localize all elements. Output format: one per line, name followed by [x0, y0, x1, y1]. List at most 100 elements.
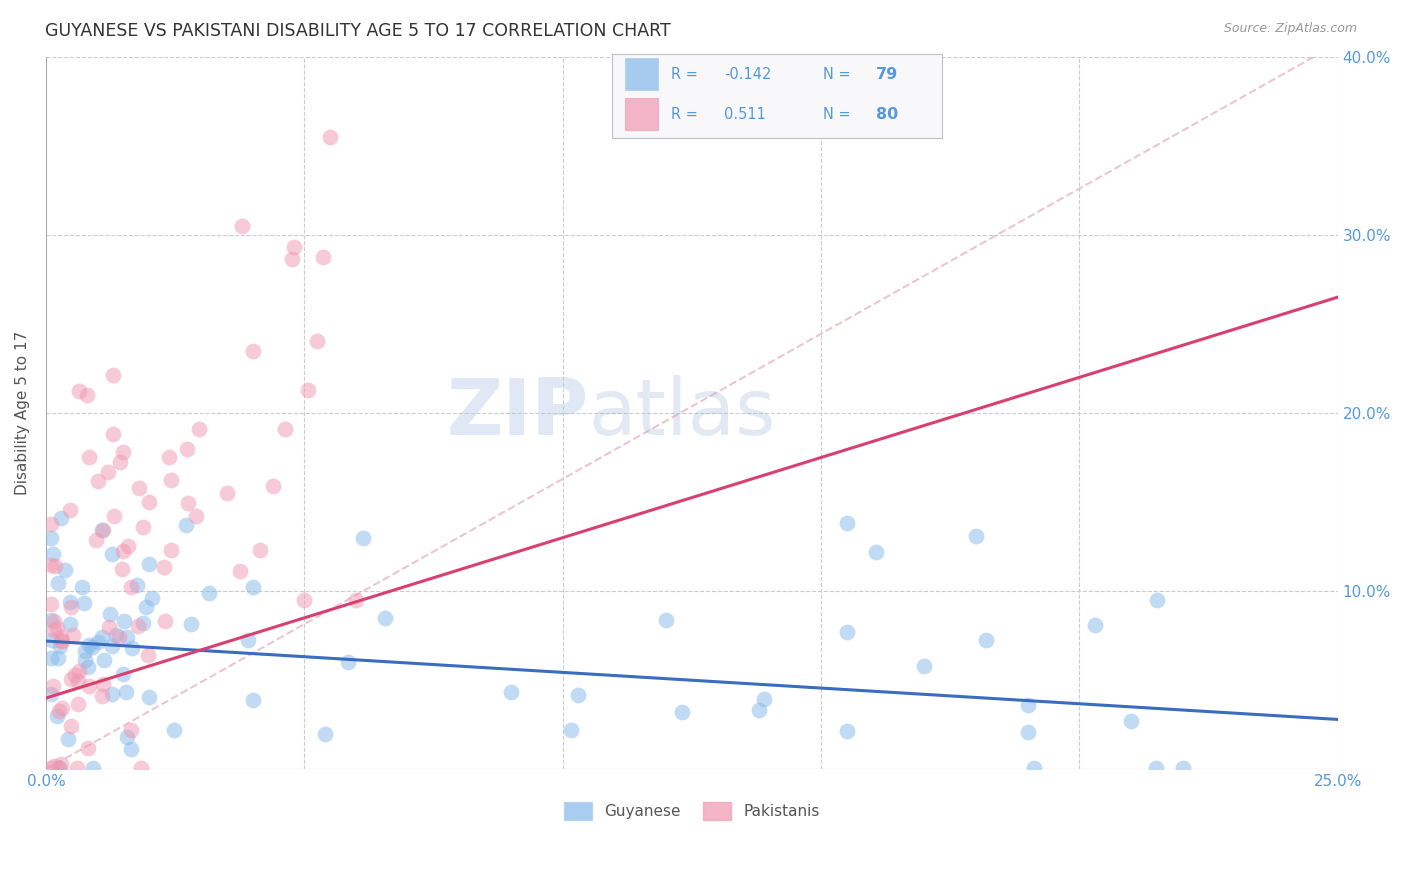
- Point: [91, 631, 114, 645]
- Point: [198, 586, 221, 600]
- Point: [66, 760, 89, 774]
- Point: [187, 422, 209, 436]
- Point: [51, 700, 73, 714]
- Text: -0.142: -0.142: [724, 67, 772, 82]
- Point: [56, 732, 79, 747]
- Point: [125, 578, 148, 592]
- Text: Source: ZipAtlas.com: Source: ZipAtlas.com: [1223, 22, 1357, 36]
- Point: [65, 668, 87, 682]
- Point: [76, 740, 98, 755]
- Point: [48, 704, 70, 718]
- Point: [1119, 714, 1142, 728]
- Point: [44, 623, 66, 637]
- Point: [135, 600, 157, 615]
- Point: [111, 544, 134, 558]
- Point: [49, 639, 72, 653]
- Point: [39, 558, 62, 573]
- Point: [835, 723, 858, 738]
- Point: [46, 576, 69, 591]
- Point: [176, 496, 198, 510]
- Point: [39, 687, 62, 701]
- Point: [114, 685, 136, 699]
- Point: [108, 455, 131, 469]
- Point: [41, 632, 63, 647]
- Point: [337, 656, 360, 670]
- Point: [90, 690, 112, 704]
- Point: [281, 252, 304, 266]
- Point: [136, 648, 159, 662]
- Point: [174, 518, 197, 533]
- Point: [39, 613, 62, 627]
- Point: [66, 698, 89, 712]
- Point: [965, 529, 987, 543]
- Point: [352, 532, 374, 546]
- Point: [70, 580, 93, 594]
- Point: [101, 368, 124, 382]
- Point: [176, 442, 198, 456]
- Point: [120, 580, 142, 594]
- Point: [560, 723, 582, 737]
- Point: [138, 557, 160, 571]
- Point: [67, 664, 90, 678]
- Text: atlas: atlas: [589, 375, 776, 451]
- Point: [273, 422, 295, 436]
- Point: [73, 653, 96, 667]
- Point: [79, 450, 101, 464]
- Point: [86, 474, 108, 488]
- Point: [752, 692, 775, 706]
- Point: [59, 503, 82, 517]
- Point: [228, 564, 250, 578]
- Text: 79: 79: [876, 67, 898, 82]
- Point: [44, 614, 66, 628]
- Point: [655, 613, 678, 627]
- Point: [39, 650, 62, 665]
- Point: [91, 523, 114, 537]
- Point: [49, 633, 72, 648]
- Point: [111, 667, 134, 681]
- Point: [82, 760, 104, 774]
- Point: [374, 611, 396, 625]
- Point: [49, 756, 72, 771]
- Text: 80: 80: [876, 107, 898, 122]
- Point: [101, 427, 124, 442]
- Point: [835, 625, 858, 640]
- Point: [42, 548, 65, 562]
- Point: [974, 632, 997, 647]
- Point: [48, 760, 70, 774]
- Y-axis label: Disability Age 5 to 17: Disability Age 5 to 17: [15, 331, 30, 495]
- Point: [59, 673, 82, 687]
- Point: [100, 547, 122, 561]
- Point: [132, 615, 155, 630]
- Legend: Guyanese, Pakistanis: Guyanese, Pakistanis: [558, 796, 825, 826]
- Text: N =: N =: [823, 67, 851, 82]
- Point: [91, 523, 114, 537]
- Point: [39, 760, 62, 774]
- Point: [138, 690, 160, 704]
- Point: [59, 595, 82, 609]
- Point: [215, 486, 238, 500]
- Point: [180, 616, 202, 631]
- Point: [62, 628, 84, 642]
- Point: [314, 727, 336, 741]
- Point: [98, 607, 121, 621]
- Point: [111, 561, 134, 575]
- Point: [1017, 698, 1039, 713]
- Point: [912, 659, 935, 673]
- Point: [1171, 760, 1194, 774]
- Point: [249, 542, 271, 557]
- Point: [51, 630, 73, 644]
- Point: [231, 219, 253, 233]
- Point: [242, 344, 264, 359]
- Point: [59, 719, 82, 733]
- Point: [103, 509, 125, 524]
- Point: [98, 619, 121, 633]
- Point: [160, 473, 183, 487]
- Point: [121, 640, 143, 655]
- Text: N =: N =: [823, 107, 851, 122]
- Point: [46, 651, 69, 665]
- Point: [153, 560, 176, 574]
- Point: [77, 679, 100, 693]
- Point: [184, 508, 207, 523]
- Point: [141, 591, 163, 605]
- Point: [66, 674, 89, 689]
